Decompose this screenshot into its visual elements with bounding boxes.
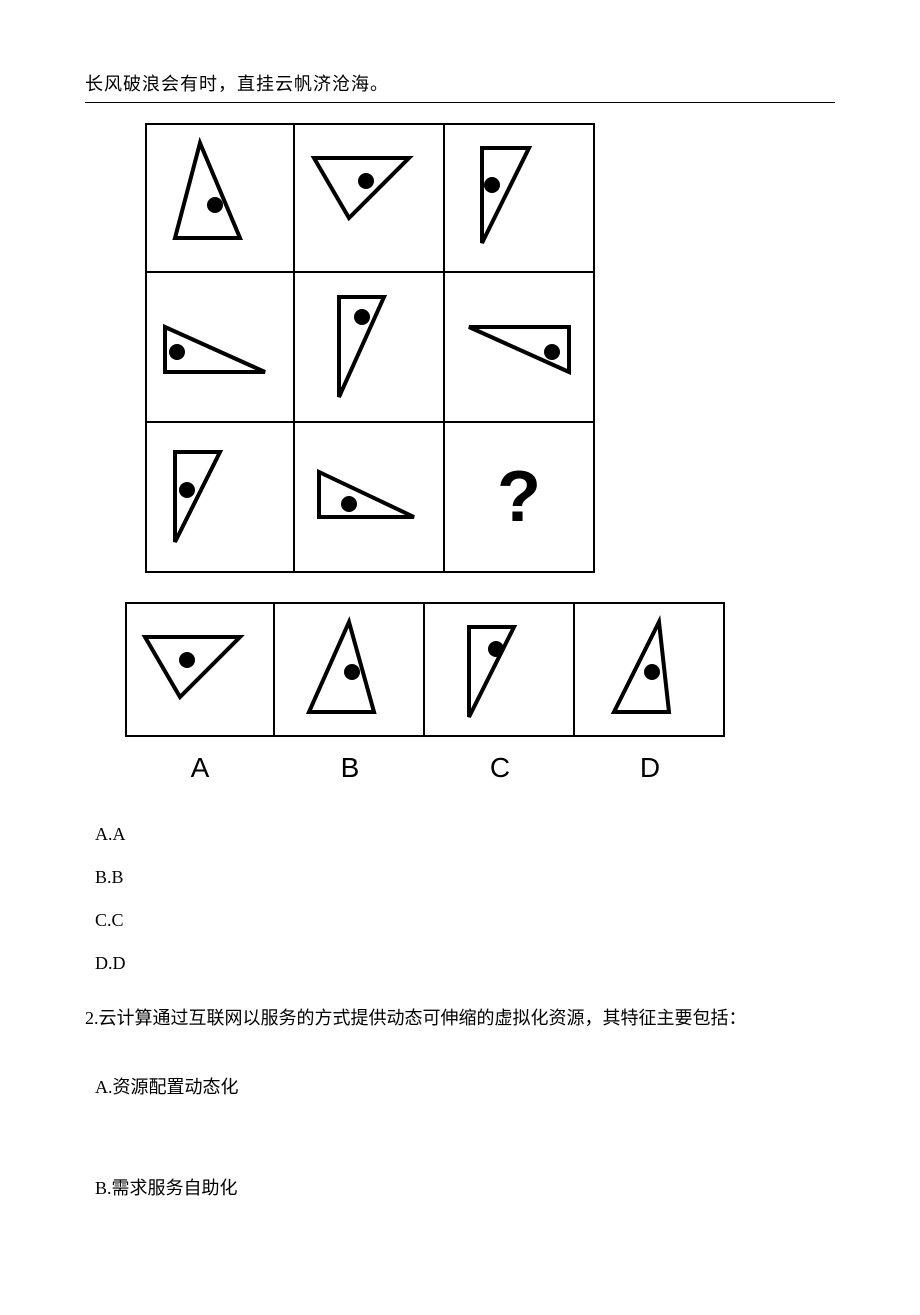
q1-option-d: D.D [95,953,835,974]
q2-option-b: B.需求服务自助化 [95,1174,835,1200]
cell-1-1 [145,123,295,273]
cell-3-2 [295,423,445,573]
cell-2-3 [445,273,595,423]
cell-1-3 [445,123,595,273]
q2-text: 云计算通过互联网以服务的方式提供动态可伸缩的虚拟化资源，其特征主要包括： [99,1008,747,1028]
shape-icon [444,123,594,273]
q2-number: 2. [85,1008,99,1028]
answer-label-a: A [125,752,275,784]
cell-2-1 [145,273,295,423]
cell-2-2 [295,273,445,423]
q2-option-a: A.资源配置动态化 [95,1073,835,1099]
shape-icon [274,602,424,737]
shape-icon [145,272,295,422]
puzzle-row-1 [145,123,595,273]
shape-icon [444,272,594,422]
cell-3-1 [145,423,295,573]
q1-option-b: B.B [95,867,835,888]
answer-cell-d [575,602,725,737]
header-quote: 长风破浪会有时，直挂云帆济沧海。 [85,70,835,103]
shape-icon [574,602,724,737]
answer-label-b: B [275,752,425,784]
shape-icon [424,602,574,737]
shape-icon [145,422,295,572]
puzzle-row-3: ? [145,423,595,573]
shape-icon [145,123,295,273]
q2-options: A.资源配置动态化 B.需求服务自助化 [95,1073,835,1200]
answer-labels-row: A B C D [125,752,835,784]
answer-label-d: D [575,752,725,784]
answer-cell-a [125,602,275,737]
shape-icon [125,602,275,737]
puzzle-row-2 [145,273,595,423]
shape-icon [294,272,444,422]
cell-1-2 [295,123,445,273]
cell-3-3-question: ? [445,423,595,573]
q1-option-a: A.A [95,824,835,845]
question-mark-icon: ? [497,456,541,538]
question-2: 2.云计算通过互联网以服务的方式提供动态可伸缩的虚拟化资源，其特征主要包括： [85,1004,835,1033]
puzzle-grid: ? [145,123,595,573]
shape-icon [294,123,444,273]
puzzle-container: ? [145,123,835,784]
answer-cell-b [275,602,425,737]
answer-choices-row [125,602,835,737]
shape-icon [294,422,444,572]
page-content: 长风破浪会有时，直挂云帆济沧海。 [0,0,920,1315]
answer-cell-c [425,602,575,737]
q1-option-c: C.C [95,910,835,931]
answer-label-c: C [425,752,575,784]
q1-options: A.A B.B C.C D.D [95,824,835,974]
